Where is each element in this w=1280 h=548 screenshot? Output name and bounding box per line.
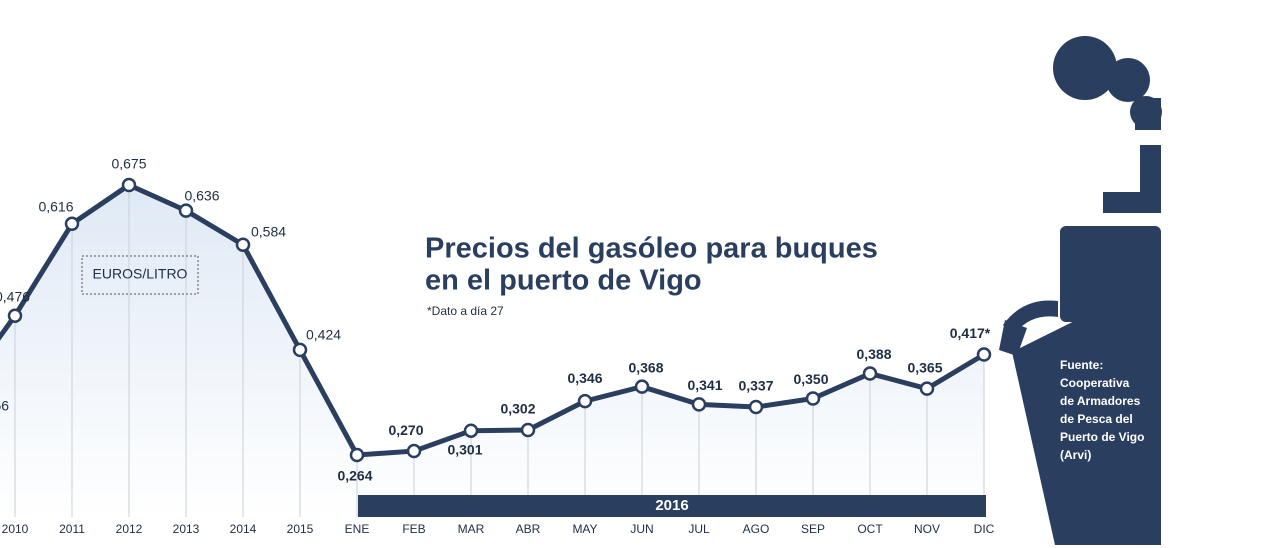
x-tick-label: NOV [914,522,940,536]
data-label: 0,388 [856,346,891,362]
data-label: 0,417* [950,325,991,341]
source: Fuente: [1060,358,1103,372]
data-label: 0,341 [687,377,722,393]
x-tick-label: JUN [630,522,653,536]
data-label: 0,424 [306,327,341,343]
period-label: 2016 [655,497,688,514]
x-tick-label: 2014 [230,522,257,536]
fuel-pump [999,36,1162,545]
x-tick-label: 2010 [2,522,29,536]
x-tick-label: 2015 [287,522,314,536]
x-tick-label: ENE [345,522,370,536]
x-tick-label: 2013 [173,522,200,536]
data-label: 0,350 [793,371,828,387]
source: de Armadores [1060,394,1141,408]
unit-label: EUROS/LITRO [93,266,188,282]
source: Puerto de Vigo [1060,430,1144,444]
chart-title: en el puerto de Vigo [425,265,702,297]
point [919,381,935,396]
point [178,203,194,218]
x-tick-label: 2012 [116,522,143,536]
x-tick-label: MAY [572,522,597,536]
source: Cooperativa [1060,376,1130,390]
x-tick-label: DIC [974,522,995,536]
data-label: 0,302 [500,401,535,417]
period-band [358,495,986,517]
x-tick-label: ABR [516,522,541,536]
point [805,391,821,406]
data-label: 0,346 [567,370,602,386]
data-label: 0,301 [447,441,482,457]
data-label: 0,675 [111,156,146,172]
point [976,347,992,362]
point [406,443,422,459]
x-tick-label: AGO [743,522,770,536]
unit-box [81,255,199,295]
x-tick-label: OCT [857,522,883,536]
point [463,423,479,438]
source: (Arvi) [1060,448,1091,462]
point [634,379,650,394]
data-label: 0,270 [388,422,423,438]
data-label: 0,616 [38,198,73,214]
subtitle: *Dato a día 27 [427,304,504,318]
point [121,177,137,193]
source: de Pesca del [1060,412,1133,426]
point [748,399,764,415]
data-label: 0,636 [184,187,219,203]
point [7,308,23,323]
point [235,237,251,253]
point [349,447,365,463]
point [862,366,878,381]
data-label: 0,476 [0,288,30,304]
point [577,393,593,409]
data-label: 0,368 [628,359,663,375]
x-tick-label: FEB [402,522,425,536]
data-label: 0,365 [907,359,942,375]
x-tick-label: JUL [688,522,710,536]
point [520,422,536,438]
x-tick-label: 2011 [59,522,85,536]
point [64,216,80,232]
data-label: 0,584 [251,223,286,239]
point [292,342,308,358]
point [691,397,707,412]
data-label: 0,356 [0,397,9,413]
x-tick-label: MAR [458,522,485,536]
chart-title: Precios del gasóleo para buques [425,233,878,265]
data-label: 0,264 [337,468,372,484]
data-label: 0,337 [738,378,773,394]
area-fill [0,185,984,517]
x-tick-label: SEP [801,522,825,536]
